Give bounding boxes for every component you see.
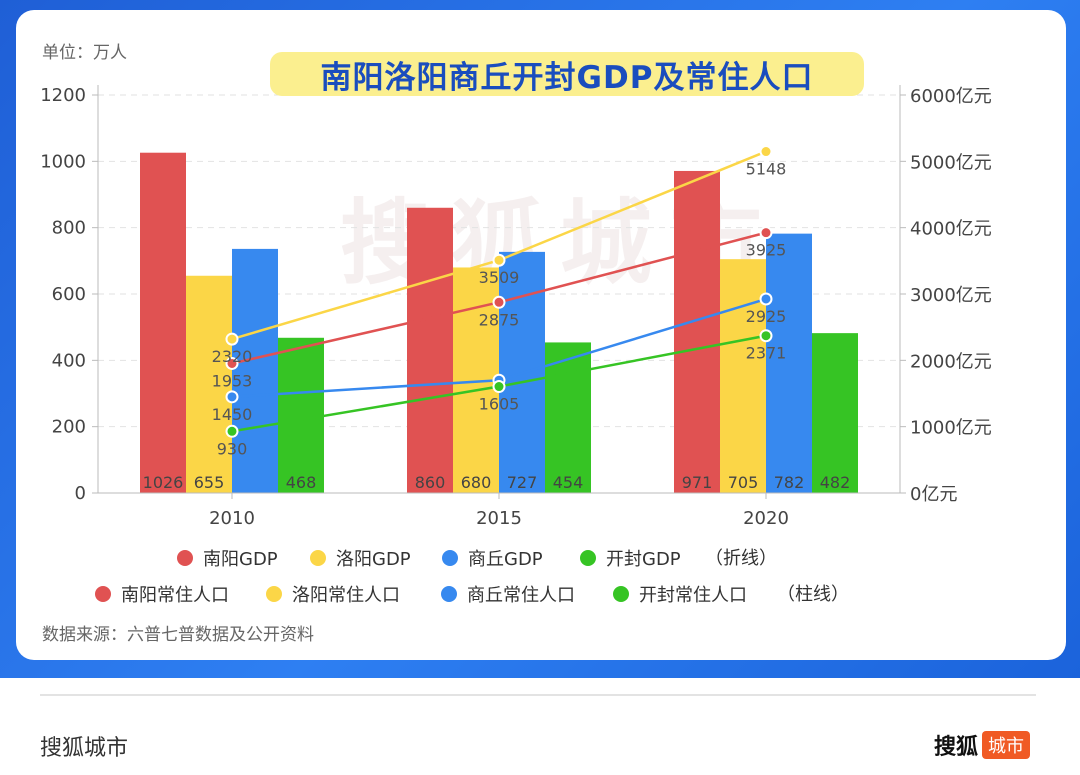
bar-kaifeng [812, 333, 858, 493]
bar-luoyang [186, 275, 232, 493]
bar-value-label: 860 [415, 473, 446, 492]
legend-marker-luoyang [310, 550, 326, 566]
point-luoyang [759, 145, 773, 159]
source-note: 数据来源：六普七普数据及公开资料 [42, 625, 314, 645]
left-tick-label: 0 [75, 483, 86, 504]
point-luoyang [492, 253, 506, 267]
point-value-label: 2875 [479, 310, 520, 329]
legend-marker-shangqiu [441, 586, 457, 602]
legend-marker-nanyang [177, 550, 193, 566]
left-tick-label: 1000 [40, 151, 86, 172]
footer-brand: 搜狐城市 [40, 736, 129, 761]
point-nanyang [492, 295, 506, 309]
legend-lines-note: （折线） [705, 548, 777, 569]
bar-nanyang [140, 152, 186, 493]
legend-bars-note: （柱线） [777, 584, 849, 605]
chart-title: 南阳洛阳商丘开封GDP及常住人口 [320, 59, 814, 96]
legend-marker-shangqiu [442, 550, 458, 566]
legend-label: 开封GDP [606, 549, 681, 570]
point-shangqiu [225, 390, 239, 404]
bar-nanyang [674, 170, 720, 493]
legend-label: 开封常住人口 [639, 585, 747, 606]
legend-label: 洛阳常住人口 [292, 585, 400, 606]
point-nanyang [225, 356, 239, 370]
bar-value-label: 705 [728, 473, 759, 492]
footer-logo-badge: 城市 [982, 731, 1030, 759]
right-tick-label: 5000亿元 [910, 152, 992, 173]
legend-label: 南阳GDP [203, 549, 278, 570]
left-tick-label: 600 [52, 284, 86, 305]
bar-value-label: 727 [507, 473, 538, 492]
bar-nanyang [407, 207, 453, 493]
legend-marker-kaifeng [580, 550, 596, 566]
footer-divider [40, 694, 1036, 696]
bar-kaifeng [545, 342, 591, 493]
x-tick-label: 2015 [476, 508, 522, 529]
title-banner: 南阳洛阳商丘开封GDP及常住人口 [270, 52, 864, 96]
point-value-label: 1450 [212, 405, 253, 424]
point-value-label: 1605 [479, 395, 520, 414]
point-value-label: 1953 [212, 371, 253, 390]
bar-luoyang [720, 259, 766, 493]
point-kaifeng [759, 329, 773, 343]
left-tick-label: 200 [52, 417, 86, 438]
legend-label: 商丘GDP [468, 549, 543, 570]
left-tick-label: 1200 [40, 85, 86, 106]
bar-value-label: 782 [774, 473, 805, 492]
point-value-label: 2320 [212, 347, 253, 366]
right-tick-label: 6000亿元 [910, 86, 992, 107]
point-kaifeng [225, 424, 239, 438]
bar-shangqiu [232, 248, 278, 493]
bar-value-label: 1026 [143, 473, 184, 492]
bar-kaifeng [278, 337, 324, 493]
legend-label: 洛阳GDP [336, 549, 411, 570]
bar-value-label: 655 [194, 473, 225, 492]
footer-logo-text: 搜狐 [933, 735, 978, 760]
left-tick-label: 800 [52, 218, 86, 239]
unit-label: 单位：万人 [42, 43, 127, 63]
bar-value-label: 680 [461, 473, 492, 492]
point-value-label: 930 [217, 439, 248, 458]
legend-label: 商丘常住人口 [467, 585, 575, 606]
legend-group: 南阳GDP 洛阳GDP 商丘GDP 开封GDP （折线） 南阳常住人口 洛阳常住人口 商丘常住… [95, 548, 849, 606]
lines-group: 1953 2875 3925 2320 3509 5148 1450 2925 930 1605 2… [212, 145, 787, 458]
right-tick-label: 1000亿元 [910, 418, 992, 439]
right-tick-label: 3000亿元 [910, 285, 992, 306]
axes-group: 0 200 400 600 800 1000 1200 0亿元 1000亿元 2000亿元 3000… [40, 85, 992, 529]
right-tick-label: 2000亿元 [910, 351, 992, 372]
point-value-label: 5148 [746, 160, 787, 179]
legend-label: 南阳常住人口 [121, 585, 229, 606]
point-nanyang [759, 226, 773, 240]
point-value-label: 2371 [746, 344, 787, 363]
bar-shangqiu [766, 233, 812, 494]
bar-value-label: 454 [553, 473, 584, 492]
legend-marker-nanyang [95, 586, 111, 602]
point-luoyang [225, 332, 239, 346]
legend-marker-luoyang [266, 586, 282, 602]
right-tick-label: 4000亿元 [910, 219, 992, 240]
left-tick-label: 400 [52, 350, 86, 371]
bar-value-label: 971 [682, 473, 713, 492]
point-shangqiu [759, 292, 773, 306]
bar-value-label: 468 [286, 473, 317, 492]
bars-group: 1026 860 971 655 680 705 727 782 468 454 482 [140, 152, 858, 494]
x-tick-label: 2020 [743, 508, 789, 529]
bar-value-label: 482 [820, 473, 851, 492]
point-kaifeng [492, 380, 506, 394]
x-tick-label: 2010 [209, 508, 255, 529]
footer-logo[interactable]: 搜狐 城市 [934, 729, 1030, 761]
point-value-label: 3509 [479, 268, 520, 287]
point-value-label: 3925 [746, 241, 787, 260]
legend-marker-kaifeng [613, 586, 629, 602]
right-tick-label: 0亿元 [910, 484, 957, 505]
point-value-label: 2925 [746, 307, 787, 326]
